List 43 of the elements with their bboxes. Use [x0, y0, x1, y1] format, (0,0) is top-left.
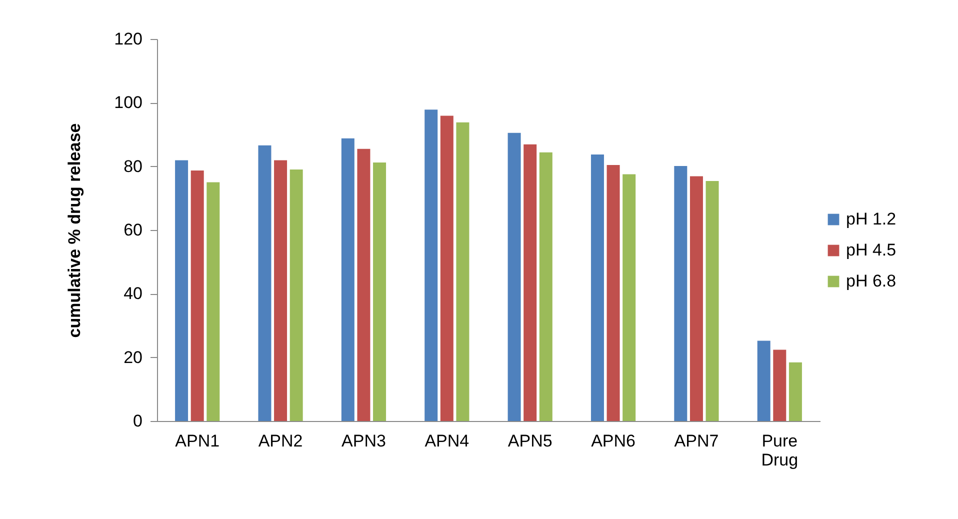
bar	[590, 154, 604, 421]
bar	[424, 110, 438, 421]
x-tick-label: Pure Drug	[761, 432, 798, 470]
bar	[175, 160, 188, 421]
bar	[206, 182, 220, 421]
bar	[757, 340, 770, 421]
bar	[274, 160, 288, 421]
bar	[788, 362, 802, 421]
bar	[357, 148, 370, 421]
y-tick-label: 0	[133, 412, 142, 430]
x-tick-label: APN5	[508, 432, 552, 450]
bar	[773, 350, 786, 421]
y-tick-label: 60	[124, 220, 142, 240]
y-axis-title: cumulative % drug release	[65, 123, 84, 338]
legend-label: pH 4.5	[846, 240, 896, 260]
x-tick-label: APN1	[175, 432, 220, 450]
y-tick-label: 20	[124, 348, 142, 367]
x-tick-label: APN4	[424, 432, 470, 450]
y-tick-label: 80	[124, 156, 142, 176]
bar	[524, 144, 537, 421]
bar	[606, 165, 620, 421]
bar	[440, 116, 454, 421]
bar	[373, 162, 386, 421]
y-tick-label: 40	[124, 284, 142, 304]
bar	[508, 132, 521, 421]
bar	[622, 174, 636, 421]
x-tick-label: APN2	[258, 432, 303, 450]
x-tick-label: APN3	[342, 432, 386, 450]
bar	[341, 138, 354, 421]
bar	[456, 122, 470, 421]
x-tick-label: APN6	[591, 432, 636, 450]
bar	[290, 170, 303, 421]
bar	[539, 152, 552, 421]
bar	[674, 166, 688, 421]
y-tick-label: 100	[114, 93, 142, 112]
bar	[706, 180, 719, 421]
legend-label: pH 6.8	[846, 272, 896, 290]
y-tick-label: 120	[114, 30, 142, 48]
legend-label: pH 1.2	[846, 210, 896, 228]
bar	[690, 176, 703, 421]
bar	[190, 170, 204, 421]
x-tick-label: APN7	[674, 432, 719, 450]
bar	[258, 145, 272, 421]
